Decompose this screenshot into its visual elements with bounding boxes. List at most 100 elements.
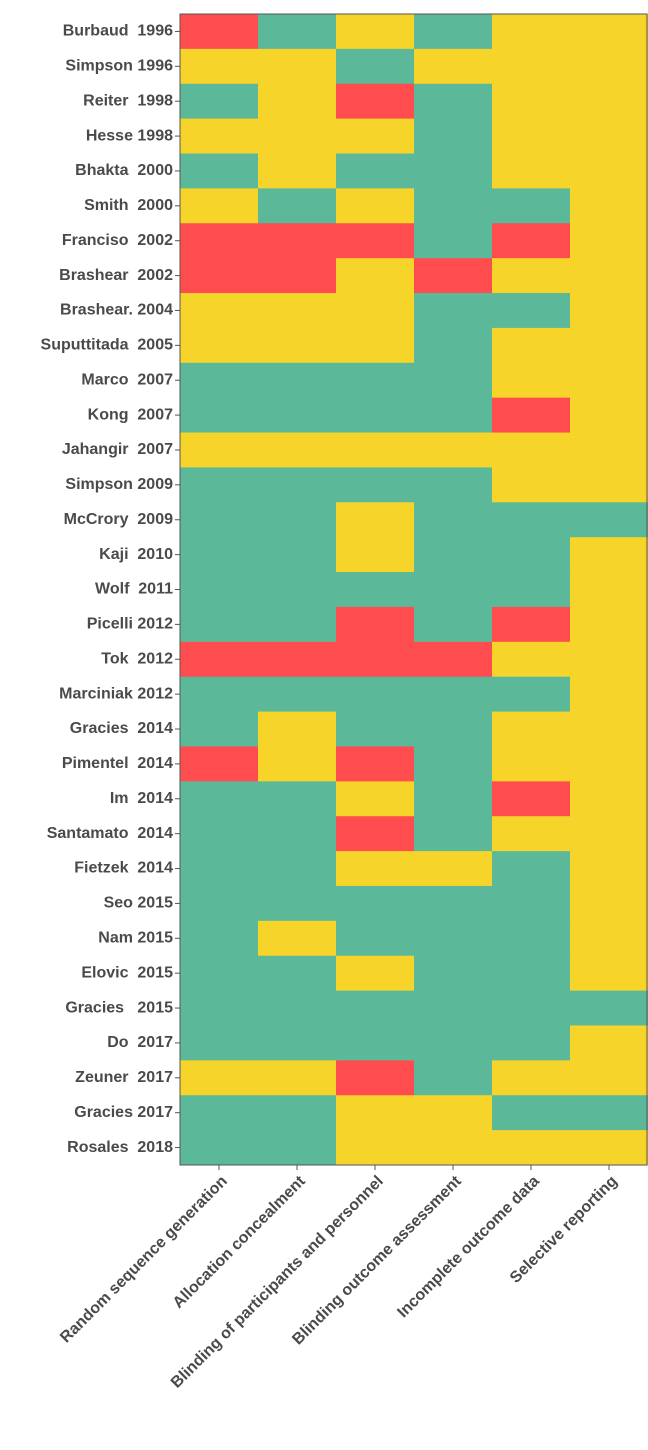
cell xyxy=(258,502,337,538)
cell xyxy=(414,118,493,155)
cell xyxy=(414,746,493,782)
x-tick-label: Allocation concealment xyxy=(170,1172,309,1311)
cell xyxy=(258,990,337,1026)
y-tick-label: Gracies 2017 xyxy=(74,1104,173,1121)
cell xyxy=(258,188,337,224)
cell xyxy=(336,1095,415,1131)
cell xyxy=(414,432,493,468)
y-tick-label: Suputtitada 2005 xyxy=(41,337,174,354)
cell xyxy=(258,1025,337,1061)
cell xyxy=(570,676,648,713)
y-tick-label: Pimentel 2014 xyxy=(62,755,173,772)
y-tick-label: Do 2017 xyxy=(107,1034,173,1051)
cell xyxy=(180,397,259,434)
x-tick-label: Blinding outcome assessment xyxy=(289,1172,465,1348)
cell xyxy=(180,432,259,468)
cell xyxy=(570,537,648,573)
y-tick-label: Gracies 2015 xyxy=(65,999,173,1016)
cell xyxy=(414,1130,493,1166)
cell xyxy=(570,955,648,992)
y-tick-label: Seo 2015 xyxy=(104,895,173,912)
cell xyxy=(570,711,648,747)
cell xyxy=(492,83,571,120)
cell xyxy=(258,258,337,294)
cell xyxy=(336,1130,415,1166)
cell xyxy=(336,118,415,155)
cell xyxy=(414,641,493,678)
cell xyxy=(258,572,337,608)
cell xyxy=(492,258,571,294)
cell xyxy=(492,14,571,50)
cell xyxy=(492,1095,571,1131)
cell xyxy=(180,188,259,224)
cell xyxy=(570,153,648,189)
cell xyxy=(336,467,415,503)
cell xyxy=(258,781,337,817)
cell xyxy=(570,258,648,294)
cell xyxy=(570,781,648,817)
cell xyxy=(180,746,259,782)
cell xyxy=(570,641,648,678)
cell xyxy=(570,1130,648,1166)
cell xyxy=(258,293,337,329)
cell xyxy=(570,851,648,887)
cell xyxy=(180,816,259,852)
cell xyxy=(336,711,415,747)
cell xyxy=(336,885,415,922)
y-tick-label: Simpson 2009 xyxy=(65,476,173,493)
cell xyxy=(180,83,259,120)
x-tick-label: Incomplete outcome data xyxy=(394,1173,543,1322)
cell xyxy=(414,83,493,120)
cell xyxy=(492,362,571,399)
cell xyxy=(258,467,337,503)
cell xyxy=(336,223,415,259)
cell xyxy=(492,48,571,85)
cell xyxy=(414,606,493,643)
cell xyxy=(336,990,415,1026)
cell xyxy=(336,188,415,224)
cell xyxy=(180,537,259,573)
cell xyxy=(414,1060,493,1096)
cell xyxy=(492,1130,571,1166)
cell xyxy=(336,816,415,852)
cell xyxy=(492,781,571,817)
cell xyxy=(492,676,571,713)
cell xyxy=(570,293,648,329)
cell xyxy=(570,990,648,1026)
cell xyxy=(336,397,415,434)
cell xyxy=(180,467,259,503)
cell xyxy=(336,327,415,364)
cell xyxy=(180,1025,259,1061)
cell xyxy=(258,48,337,85)
cell xyxy=(258,153,337,189)
y-tick-label: Wolf 2011 xyxy=(95,581,173,598)
y-tick-label: Picelli 2012 xyxy=(87,616,173,633)
cell xyxy=(492,153,571,189)
cell xyxy=(414,48,493,85)
cell xyxy=(180,327,259,364)
y-tick-label: Brashear. 2004 xyxy=(60,302,173,319)
cell xyxy=(414,572,493,608)
cell xyxy=(414,1025,493,1061)
cell xyxy=(414,537,493,573)
cell xyxy=(336,83,415,120)
cell xyxy=(180,502,259,538)
y-tick-label: McCrory 2009 xyxy=(64,511,173,528)
cell xyxy=(492,223,571,259)
y-tick-label: Reiter 1998 xyxy=(83,92,173,109)
cell xyxy=(570,362,648,399)
cell xyxy=(180,641,259,678)
cell xyxy=(492,502,571,538)
cell xyxy=(180,362,259,399)
cell xyxy=(336,955,415,992)
cell xyxy=(258,327,337,364)
cell xyxy=(570,746,648,782)
cell xyxy=(414,885,493,922)
cell xyxy=(414,816,493,852)
cell xyxy=(414,327,493,364)
cell xyxy=(180,572,259,608)
cell xyxy=(180,258,259,294)
y-tick-label: Elovic 2015 xyxy=(81,964,173,981)
cell xyxy=(180,48,259,85)
